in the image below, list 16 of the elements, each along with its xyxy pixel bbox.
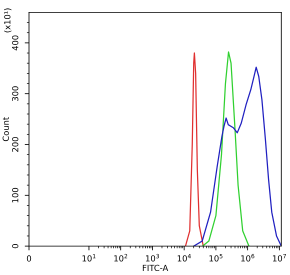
x-tick-label: 10$^{6}$ xyxy=(241,254,254,262)
x-tick-label: 10$^{3}$ xyxy=(146,254,160,262)
y-axis-title: Count xyxy=(2,117,9,142)
x-tick-label: 0 xyxy=(26,255,32,262)
y-tick-label: 0 xyxy=(12,244,18,248)
y-tick-label: 200 xyxy=(12,137,18,152)
y-tick-label: 300 xyxy=(12,86,18,101)
x-tick-label: 10$^{1}$ xyxy=(82,254,96,262)
x-tick-label: 10$^{7}$ xyxy=(272,254,286,262)
y-tick-label: 400 xyxy=(12,35,18,50)
y-tick-label: 100 xyxy=(12,188,18,202)
text: (x10¹) xyxy=(4,8,12,32)
x-axis-title: FITC-A xyxy=(142,264,168,272)
x-tick-label: 10$^{5}$ xyxy=(209,254,222,262)
x-tick-label: 10$^{4}$ xyxy=(178,254,191,262)
x-tick-label: 10$^{2}$ xyxy=(114,254,128,262)
